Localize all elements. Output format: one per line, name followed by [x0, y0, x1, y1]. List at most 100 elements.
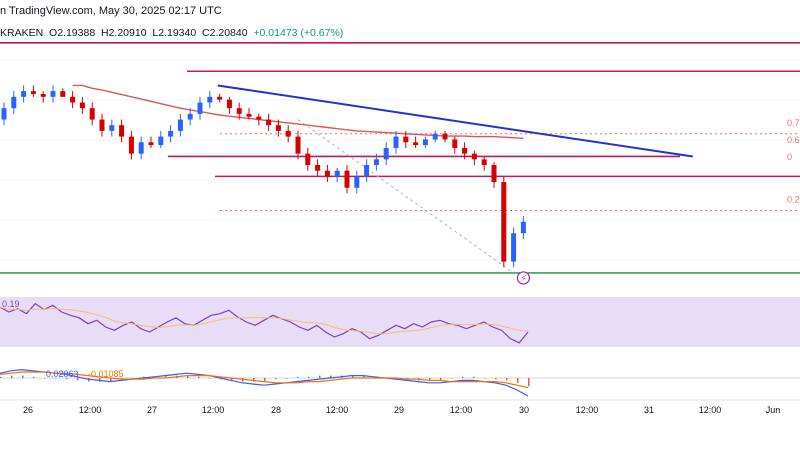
macd-histogram-bar — [132, 378, 134, 379]
macd-histogram-bar — [198, 376, 200, 378]
candle-body — [511, 233, 517, 262]
macd-histogram-bar — [440, 378, 442, 381]
candle-body — [383, 147, 389, 160]
fib-anchor-line — [297, 119, 514, 274]
macd-histogram-bar — [0, 376, 2, 378]
macd-histogram-bar — [165, 375, 167, 378]
candle-body — [324, 170, 330, 177]
candle-body — [207, 96, 213, 103]
candle-body — [119, 125, 125, 137]
macd-line — [0, 368, 529, 397]
macd-histogram-bar — [363, 375, 365, 378]
fib-label: 0.6 — [787, 135, 800, 145]
macd-histogram-bar — [55, 378, 57, 379]
macd-histogram-bar — [319, 375, 321, 378]
low-value: L2.19340 — [152, 27, 197, 39]
macd-histogram-bar — [330, 375, 332, 378]
candle-body — [197, 102, 203, 114]
macd-histogram-bar — [22, 375, 24, 378]
macd-histogram-bar — [264, 378, 266, 382]
time-tick-label: Jun — [766, 405, 781, 415]
candle-body — [11, 96, 17, 109]
candle-body — [177, 119, 183, 131]
time-tick-label: 30 — [519, 405, 529, 415]
candle-body — [373, 159, 379, 165]
candle-body — [462, 147, 468, 154]
candle-body — [413, 142, 419, 146]
time-tick-label: 31 — [644, 405, 654, 415]
candle-body — [452, 139, 458, 148]
candle-body — [481, 159, 487, 165]
macd-histogram-bar — [33, 376, 35, 378]
ohlc-legend: KRAKEN O2.19388 H2.20910 L2.19340 C2.208… — [0, 27, 343, 39]
publisher-text: n TradingView.com, May 30, 2025 02:17 UT… — [0, 5, 222, 17]
fib-label: 0.2 — [787, 194, 800, 204]
candle-body — [275, 125, 281, 131]
rsi-label: 0.19 — [2, 299, 20, 309]
candle-body — [403, 136, 409, 143]
candle-body — [266, 119, 272, 126]
macd-histogram-bar — [506, 378, 508, 381]
candle-body — [128, 136, 134, 154]
macd-histogram-bar — [110, 378, 112, 382]
time-tick-label: 12:00 — [450, 405, 473, 415]
exchange-label: KRAKEN — [0, 27, 44, 39]
macd-histogram-bar — [99, 378, 101, 382]
signal-label: -0.01085 — [88, 369, 124, 379]
signal-line — [0, 371, 529, 389]
macd-histogram-bar — [517, 378, 519, 383]
candle-body — [315, 165, 321, 171]
macd-histogram-bar — [44, 378, 46, 379]
candle-body — [471, 153, 477, 160]
macd-histogram-bar — [462, 376, 464, 378]
candle-body — [422, 139, 428, 146]
candle-body — [79, 102, 85, 109]
candle-body — [432, 133, 438, 140]
time-tick-label: 29 — [394, 405, 404, 415]
candle-body — [148, 142, 154, 146]
open-value: O2.19388 — [49, 27, 96, 39]
candle-body — [40, 93, 46, 97]
macd-histogram-bar — [429, 378, 431, 381]
candle-body — [305, 153, 311, 165]
candle-body — [50, 91, 56, 97]
candle-body — [89, 108, 95, 120]
macd-histogram-bar — [77, 378, 79, 381]
macd-histogram-bar — [286, 378, 288, 379]
macd-histogram-bar — [231, 378, 233, 381]
candle-body — [246, 113, 252, 117]
candle-body — [70, 96, 76, 103]
macd-histogram-bar — [495, 378, 497, 380]
candle-body — [1, 108, 7, 120]
candle-body — [217, 96, 223, 100]
candle-body — [226, 99, 232, 109]
candle-body — [295, 136, 301, 154]
macd-label: 0.02063 — [46, 369, 79, 379]
macd-histogram-bar — [352, 375, 354, 378]
time-tick-label: 26 — [23, 405, 33, 415]
event-marker-icon — [516, 271, 531, 285]
candle-body — [236, 108, 242, 114]
macd-histogram-bar — [484, 378, 486, 379]
rsi-ma-line — [0, 306, 529, 335]
candle-body — [21, 91, 27, 97]
candle-body — [354, 176, 360, 188]
candle-body — [364, 165, 370, 177]
candle-body — [393, 136, 399, 148]
candle-body — [158, 136, 164, 146]
time-tick-label: 12:00 — [576, 405, 599, 415]
change-value: +0.01473 (+0.67%) — [253, 27, 344, 39]
macd-histogram-bar — [275, 378, 277, 380]
candle-body — [109, 125, 115, 131]
close-value: C2.20840 — [202, 27, 248, 39]
time-tick-label: 28 — [271, 405, 281, 415]
time-tick-label: 12:00 — [326, 405, 349, 415]
time-tick-label: 12:00 — [699, 405, 722, 415]
event-marker-glyph: ⚡ — [520, 273, 526, 283]
candle-body — [344, 170, 350, 188]
macd-histogram-bar — [11, 375, 13, 378]
macd-histogram-bar — [451, 378, 453, 379]
candle-body — [442, 133, 448, 140]
